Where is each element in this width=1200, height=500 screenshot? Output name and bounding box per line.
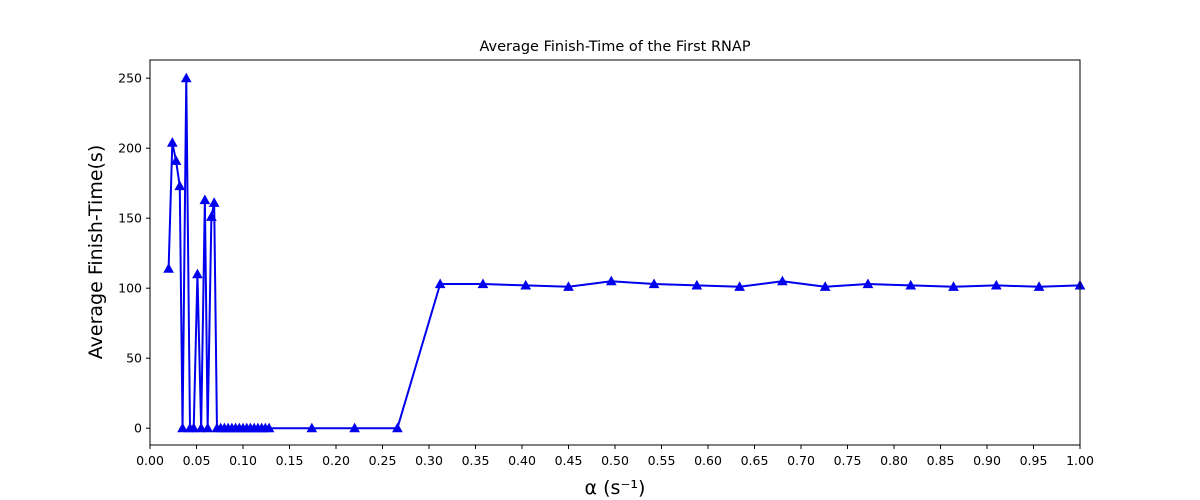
x-tick-label: 0.85 [927, 453, 955, 468]
data-point-marker [206, 211, 217, 221]
data-point-marker [563, 281, 574, 291]
x-tick-label: 0.45 [555, 453, 583, 468]
x-tick-label: 0.20 [322, 453, 350, 468]
data-point-marker [477, 278, 489, 289]
y-axis: 0 50 100 150 200 250 [118, 71, 150, 436]
data-point-marker [990, 279, 1002, 290]
data-point-marker [520, 279, 532, 290]
x-tick-label: 0.90 [973, 453, 1001, 468]
x-tick-label: 0.35 [462, 453, 490, 468]
data-point-marker [192, 268, 203, 279]
data-point-marker [195, 422, 207, 433]
x-tick-label: 0.50 [601, 453, 629, 468]
x-tick-label: 0.55 [648, 453, 676, 468]
y-tick-label: 50 [126, 351, 142, 366]
x-tick-label: 0.15 [276, 453, 304, 468]
data-point-marker [188, 422, 200, 433]
x-tick-label: 0.95 [1020, 453, 1048, 468]
data-point-marker [819, 281, 831, 291]
y-tick-label: 0 [134, 421, 142, 436]
data-point-marker [862, 278, 874, 289]
data-point-marker [263, 422, 275, 433]
y-tick-label: 100 [118, 281, 142, 296]
plot-frame [149, 59, 1081, 446]
x-axis-label: α (s⁻¹) [585, 477, 646, 499]
x-tick-label: 0.75 [834, 453, 862, 468]
y-tick-label: 250 [118, 71, 142, 86]
x-axis: 0.00 0.05 0.10 0.15 0.20 0.25 0.30 0.35 0.40 0.45… [136, 445, 1094, 468]
x-tick-label: 0.10 [229, 453, 257, 468]
x-tick-label: 0.80 [880, 453, 908, 468]
data-point-marker [349, 422, 360, 433]
y-axis-label: Average Finish-Time(s) [85, 145, 107, 359]
x-tick-label: 0.65 [741, 453, 769, 468]
y-tick-label: 150 [118, 211, 142, 226]
data-point-marker [208, 197, 220, 207]
x-tick-label: 0.70 [787, 453, 815, 468]
series-line [167, 77, 1081, 430]
x-tick-label: 0.00 [136, 453, 164, 468]
data-point-marker [648, 278, 660, 289]
x-tick-label: 0.60 [694, 453, 722, 468]
chart-title: Average Finish-Time of the First RNAP [479, 39, 750, 55]
data-point-marker [306, 422, 318, 433]
data-point-marker [166, 137, 178, 147]
x-tick-label: 0.25 [369, 453, 397, 468]
y-tick-label: 200 [118, 141, 142, 156]
data-point-marker [177, 422, 188, 433]
data-point-marker [174, 180, 186, 191]
data-point-marker [948, 281, 959, 291]
data-point-marker [734, 281, 745, 291]
data-point-marker [691, 279, 703, 290]
data-point-marker [1033, 281, 1045, 291]
data-point-marker [777, 275, 788, 286]
x-tick-label: 1.00 [1066, 453, 1094, 468]
data-point-marker [392, 422, 403, 433]
data-point-marker [170, 155, 182, 165]
data-point-marker [905, 279, 917, 290]
data-point-marker [180, 72, 192, 83]
data-point-marker [434, 278, 446, 289]
data-point-marker [202, 422, 214, 433]
data-point-marker [605, 275, 617, 286]
data-point-marker [199, 194, 211, 205]
x-tick-label: 0.40 [508, 453, 536, 468]
plot-area [163, 72, 1086, 433]
data-point-marker [163, 263, 174, 273]
x-tick-label: 0.30 [415, 453, 443, 468]
x-tick-label: 0.05 [183, 453, 211, 468]
